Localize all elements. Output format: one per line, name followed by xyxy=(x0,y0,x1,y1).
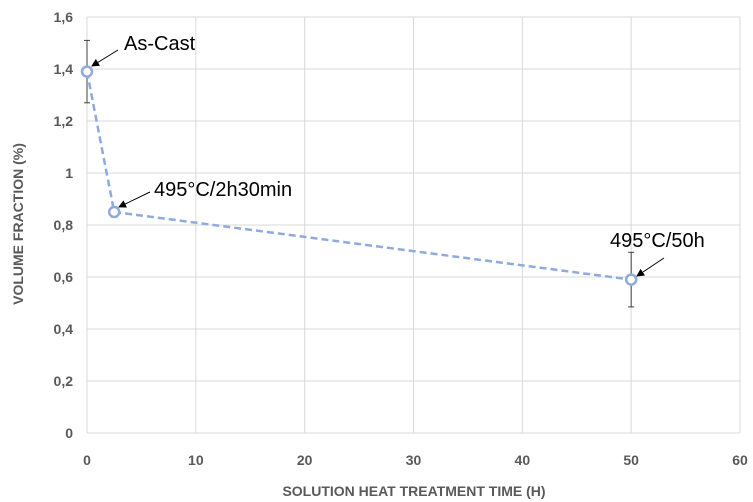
x-tick-label: 50 xyxy=(623,452,639,468)
y-tick-label: 0,8 xyxy=(54,217,74,233)
y-tick-label: 1 xyxy=(65,165,73,181)
y-tick-label: 0,4 xyxy=(54,321,74,337)
x-tick-label: 10 xyxy=(188,452,204,468)
data-point xyxy=(624,273,638,286)
series-line xyxy=(85,71,632,281)
annotation-label: 495°C/2h30min xyxy=(154,179,292,201)
x-tick-label: 60 xyxy=(732,452,748,468)
x-tick-label: 40 xyxy=(515,452,531,468)
y-tick-label: 1,2 xyxy=(54,113,74,129)
x-tick-labels: 0 10 20 30 40 50 60 xyxy=(83,452,748,468)
y-tick-label: 1,4 xyxy=(54,61,74,77)
y-tick-label: 0,6 xyxy=(54,269,74,285)
y-tick-label: 0 xyxy=(65,425,73,441)
annotation-arrow xyxy=(91,49,119,67)
annotation-label: As-Cast xyxy=(124,33,196,55)
x-tick-label: 20 xyxy=(297,452,313,468)
data-series xyxy=(80,39,638,308)
x-tick-label: 0 xyxy=(83,452,91,468)
annotation-arrow xyxy=(118,191,151,208)
x-axis-title: SOLUTION HEAT TREATMENT TIME (H) xyxy=(282,483,545,499)
annotations: As-Cast 495°C/2h30min 495°C/50h xyxy=(91,33,705,277)
annotation-arrow xyxy=(636,257,665,277)
y-tick-labels: 0 0,2 0,4 0,6 0,8 1 1,2 1,4 1,6 xyxy=(54,9,74,441)
data-point xyxy=(80,65,94,78)
gridlines xyxy=(87,16,741,433)
data-point xyxy=(107,205,121,219)
y-axis-title: VOLUME FRACTION (%) xyxy=(10,143,26,305)
y-tick-label: 0,2 xyxy=(54,373,74,389)
x-tick-label: 30 xyxy=(406,452,422,468)
annotation-label: 495°C/50h xyxy=(610,230,705,252)
y-tick-label: 1,6 xyxy=(54,9,74,25)
